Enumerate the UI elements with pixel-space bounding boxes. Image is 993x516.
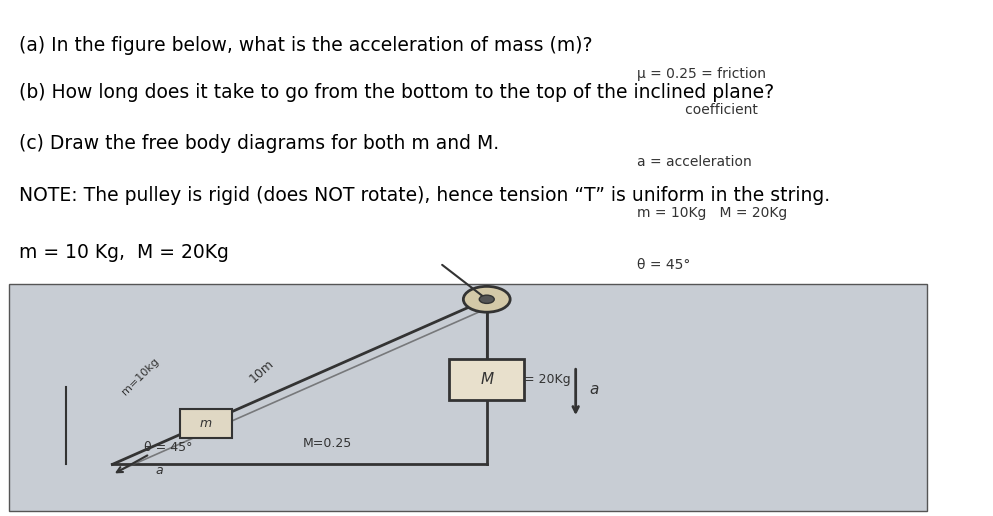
Text: M: M xyxy=(481,372,494,387)
Text: a: a xyxy=(590,382,599,397)
Text: (c) Draw the free body diagrams for both m and M.: (c) Draw the free body diagrams for both… xyxy=(19,134,498,153)
Text: (b) How long does it take to go from the bottom to the top of the inclined plane: (b) How long does it take to go from the… xyxy=(19,83,774,102)
Text: θ = 45°: θ = 45° xyxy=(144,441,193,454)
Text: 10m: 10m xyxy=(247,357,277,386)
Text: a: a xyxy=(155,464,163,477)
Circle shape xyxy=(480,295,495,303)
Text: coefficient: coefficient xyxy=(637,103,758,117)
Text: M=0.25: M=0.25 xyxy=(303,437,353,450)
Text: NOTE: The pulley is rigid (does NOT rotate), hence tension “T” is uniform in the: NOTE: The pulley is rigid (does NOT rota… xyxy=(19,186,830,205)
Text: μ = 0.25 = friction: μ = 0.25 = friction xyxy=(637,67,766,81)
FancyBboxPatch shape xyxy=(180,409,232,438)
Text: (a) In the figure below, what is the acceleration of mass (m)?: (a) In the figure below, what is the acc… xyxy=(19,36,592,55)
Text: m: m xyxy=(200,416,212,430)
Text: m = 10 Kg,  M = 20Kg: m = 10 Kg, M = 20Kg xyxy=(19,243,228,262)
Text: m=10kg: m=10kg xyxy=(120,357,161,397)
Circle shape xyxy=(464,286,510,312)
Text: m = 10Kg   M = 20Kg: m = 10Kg M = 20Kg xyxy=(637,206,786,220)
Text: θ = 45°: θ = 45° xyxy=(637,258,690,272)
Bar xyxy=(9,284,926,511)
Text: a = acceleration: a = acceleration xyxy=(637,155,752,169)
Text: = 20Kg: = 20Kg xyxy=(524,373,571,386)
FancyBboxPatch shape xyxy=(449,359,524,400)
